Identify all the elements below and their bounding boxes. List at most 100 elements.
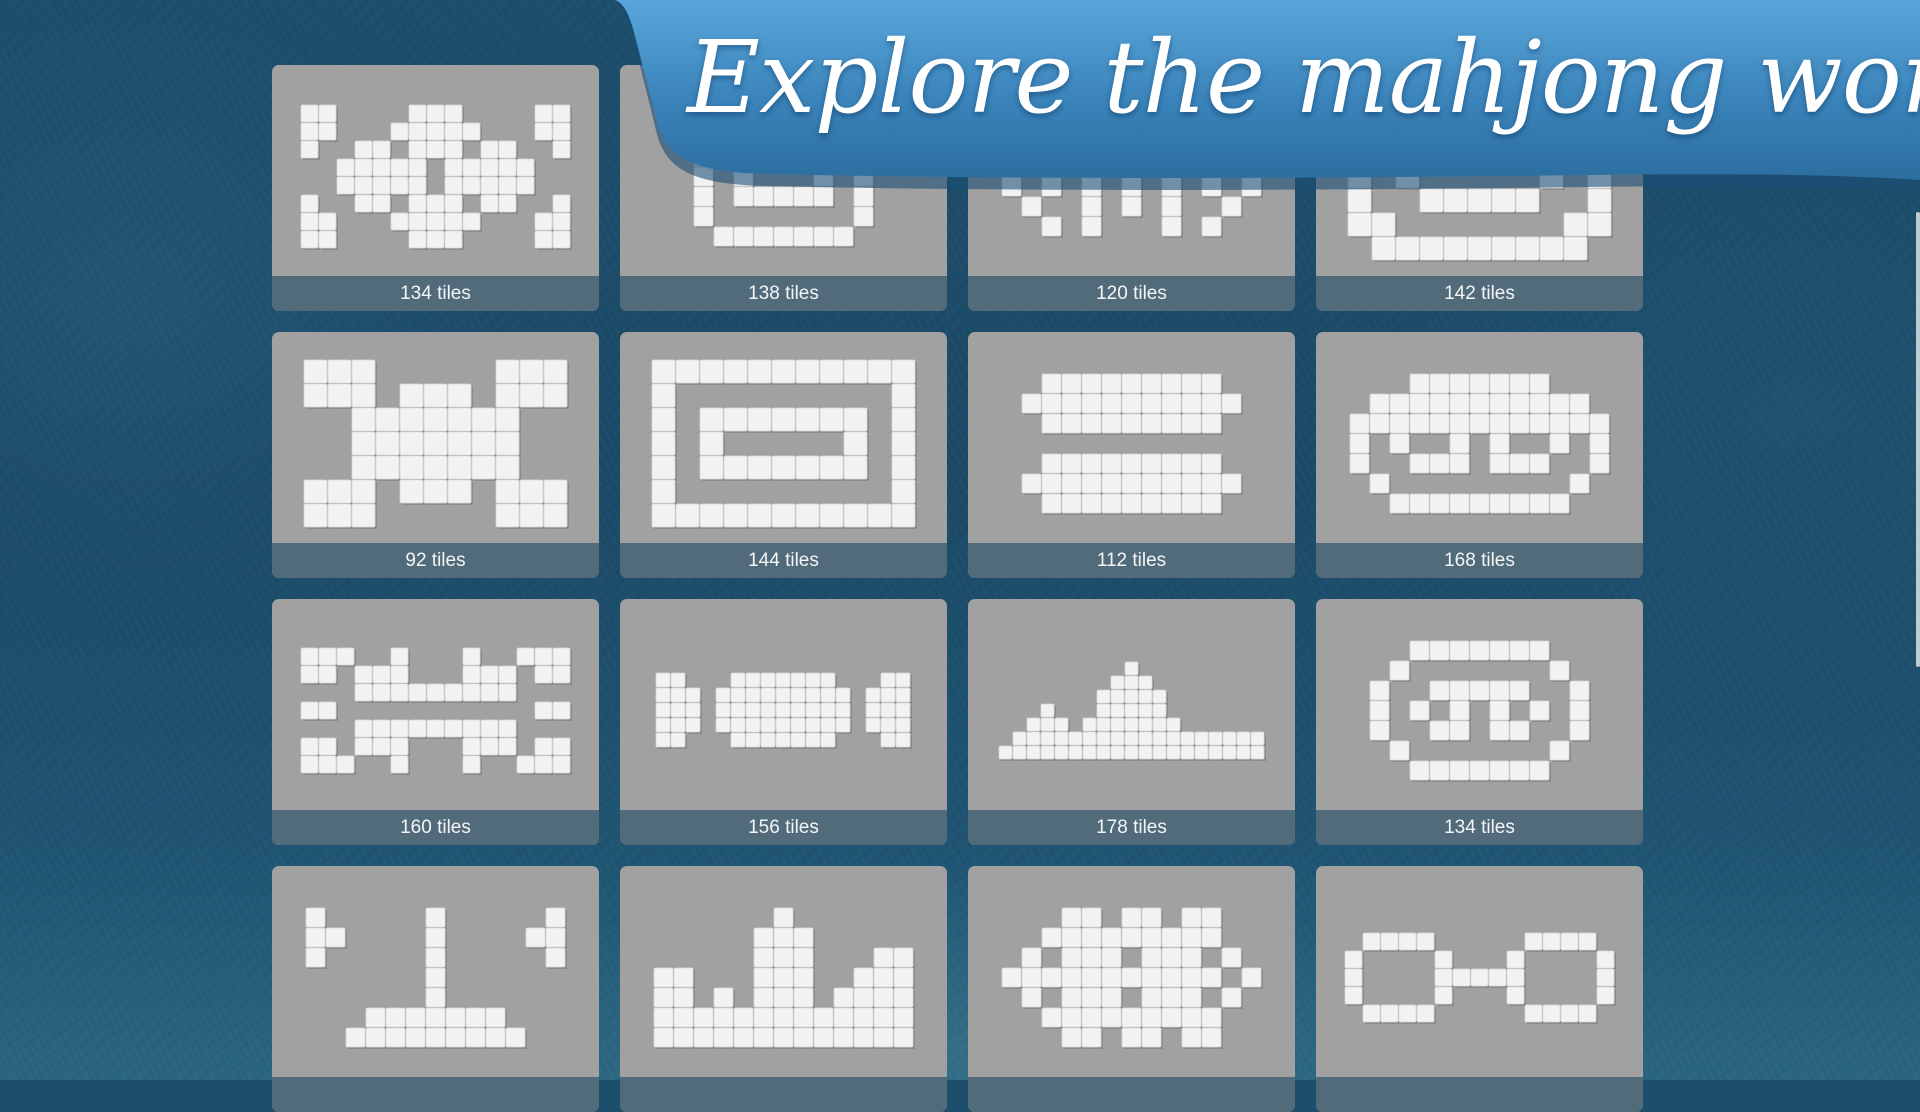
mahjong-tile <box>820 717 836 733</box>
mahjong-tile <box>1054 731 1069 746</box>
tile-count-label <box>620 1077 947 1112</box>
mahjong-tile <box>651 359 676 384</box>
mahjong-tile <box>1222 731 1237 746</box>
mahjong-tile <box>1221 393 1242 414</box>
mahjong-tile <box>485 1027 506 1048</box>
tile-count-label: 156 tiles <box>620 810 947 845</box>
layout-card[interactable] <box>968 866 1295 1112</box>
mahjong-tile <box>1469 760 1490 781</box>
tile-pattern-thumbnail <box>1344 932 1616 1024</box>
mahjong-tile <box>1138 717 1153 732</box>
layout-card[interactable]: 160 tiles <box>272 599 599 845</box>
mahjong-tile <box>1409 493 1430 514</box>
layout-card[interactable]: 134 tiles <box>1316 599 1643 845</box>
mahjong-tile <box>1181 987 1202 1008</box>
mahjong-tile <box>444 176 463 195</box>
mahjong-tile <box>891 503 916 528</box>
mahjong-tile <box>318 230 337 249</box>
mahjong-tile <box>1349 453 1370 474</box>
mahjong-tile <box>390 647 409 666</box>
mahjong-tile <box>1506 986 1525 1005</box>
layout-card[interactable] <box>620 866 947 1112</box>
mahjong-tile <box>1429 393 1450 414</box>
mahjong-tile <box>1041 216 1062 237</box>
mahjong-tile <box>1539 236 1564 261</box>
mahjong-tile <box>351 455 376 480</box>
mahjong-tile <box>405 1007 426 1028</box>
mahjong-tile <box>1369 473 1390 494</box>
mahjong-tile <box>771 407 796 432</box>
mahjong-tile <box>653 1027 674 1048</box>
layout-card[interactable] <box>1316 866 1643 1112</box>
mahjong-tile <box>1061 947 1082 968</box>
mahjong-tile <box>1236 731 1251 746</box>
layout-card[interactable]: 168 tiles <box>1316 332 1643 578</box>
mahjong-tile <box>1041 927 1062 948</box>
mahjong-tile <box>1409 760 1430 781</box>
mahjong-tile <box>1509 393 1530 414</box>
mahjong-tile <box>1221 473 1242 494</box>
mahjong-tile <box>820 687 836 703</box>
mahjong-tile <box>1141 373 1162 394</box>
mahjong-tile <box>1040 731 1055 746</box>
mahjong-tile <box>390 719 409 738</box>
mahjong-tile <box>1181 1007 1202 1028</box>
mahjong-tile <box>670 702 686 718</box>
mahjong-tile <box>805 732 821 748</box>
mahjong-tile <box>813 1027 834 1048</box>
mahjong-tile <box>891 479 916 504</box>
mahjong-tile <box>534 230 553 249</box>
mahjong-tile <box>820 702 836 718</box>
vertical-scrollbar[interactable] <box>1916 212 1920 667</box>
mahjong-tile <box>390 755 409 774</box>
layout-card[interactable]: 156 tiles <box>620 599 947 845</box>
mahjong-tile <box>1389 660 1410 681</box>
mahjong-tile <box>1529 760 1550 781</box>
mahjong-tile <box>300 701 319 720</box>
mahjong-tile <box>1110 703 1125 718</box>
mahjong-tile <box>1161 453 1182 474</box>
mahjong-tile <box>651 407 676 432</box>
mahjong-tile <box>519 383 544 408</box>
mahjong-tile <box>880 732 896 748</box>
mahjong-tile <box>1449 493 1470 514</box>
layout-card[interactable]: 112 tiles <box>968 332 1295 578</box>
tile-count-label: 134 tiles <box>272 276 599 311</box>
mahjong-tile <box>1041 1007 1062 1028</box>
mahjong-tile <box>480 665 499 684</box>
tile-pattern-thumbnail <box>305 907 567 1049</box>
mahjong-tile <box>1096 731 1111 746</box>
mahjong-tile <box>318 647 337 666</box>
mahjong-tile <box>1549 493 1570 514</box>
mahjong-tile <box>336 176 355 195</box>
mahjong-tile <box>1181 413 1202 434</box>
mahjong-tile <box>1429 760 1450 781</box>
layout-card[interactable]: 134 tiles <box>272 65 599 311</box>
mahjong-tile <box>1166 731 1181 746</box>
mahjong-tile <box>853 206 874 227</box>
layout-card[interactable]: 144 tiles <box>620 332 947 578</box>
layout-card[interactable]: 92 tiles <box>272 332 599 578</box>
mahjong-tile <box>1398 932 1417 951</box>
layout-card[interactable]: 178 tiles <box>968 599 1295 845</box>
mahjong-tile <box>1347 188 1372 213</box>
mahjong-tile <box>745 732 761 748</box>
mahjong-tile <box>1054 717 1069 732</box>
layout-card[interactable] <box>272 866 599 1112</box>
mahjong-tile <box>444 158 463 177</box>
mahjong-tile <box>1429 453 1450 474</box>
mahjong-tile <box>462 212 481 231</box>
mahjong-tile <box>1152 703 1167 718</box>
mahjong-tile <box>773 927 794 948</box>
mahjong-tile <box>408 158 427 177</box>
mahjong-tile <box>693 1007 714 1028</box>
mahjong-tile <box>1419 236 1444 261</box>
mahjong-tile <box>773 1007 794 1028</box>
mahjong-tile <box>1054 745 1069 760</box>
mahjong-tile <box>1489 493 1510 514</box>
mahjong-tile <box>673 1027 694 1048</box>
mahjong-tile <box>1121 493 1142 514</box>
mahjong-tile <box>1061 927 1082 948</box>
mahjong-tile <box>462 122 481 141</box>
mahjong-tile <box>390 176 409 195</box>
